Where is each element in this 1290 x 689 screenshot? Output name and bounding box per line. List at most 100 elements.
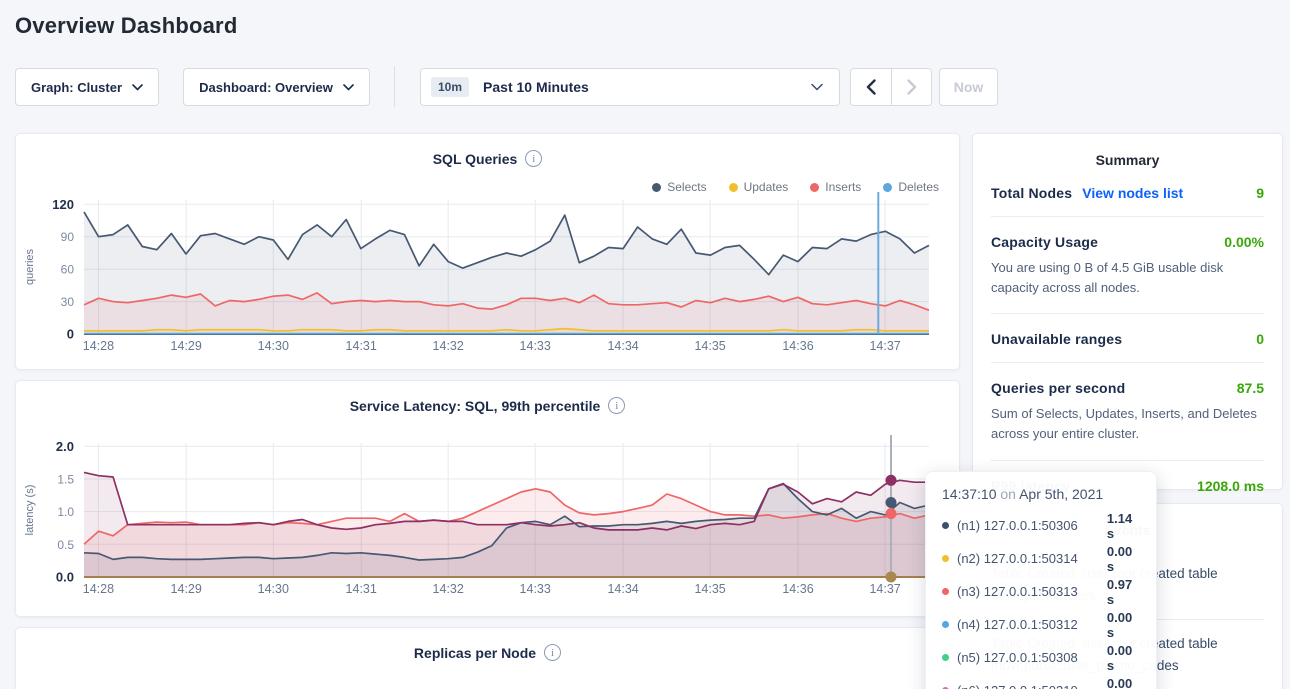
now-button[interactable]: Now [939,68,998,106]
svg-text:14:36: 14:36 [782,339,813,353]
svg-text:120: 120 [52,197,74,212]
svg-text:14:28: 14:28 [83,582,114,596]
svg-text:90: 90 [61,230,75,244]
svg-text:14:31: 14:31 [346,582,377,596]
svg-text:latency (s): latency (s) [24,485,36,536]
unavailable-ranges-label: Unavailable ranges [991,331,1123,348]
total-nodes-value: 9 [1256,185,1264,201]
node-color-dot-icon [942,654,949,661]
legend-dot-icon [883,182,893,192]
summary-row-queries-per-second: Queries per second 87.5 Sum of Selects, … [991,363,1264,461]
chevron-down-icon [343,83,354,91]
page-title: Overview Dashboard [15,13,238,38]
legend-dot-icon [810,182,820,192]
service-latency-chart-title: Service Latency: SQL, 99th percentile [349,397,601,414]
time-nav-group [850,68,932,106]
svg-text:14:29: 14:29 [171,582,202,596]
svg-text:0: 0 [67,327,74,342]
sql-queries-chart-title: SQL Queries [432,150,518,167]
svg-text:14:37: 14:37 [869,339,900,353]
svg-text:0.5: 0.5 [57,538,74,552]
dashboard-dropdown-label: Dashboard: Overview [199,79,333,95]
svg-text:0.0: 0.0 [56,570,74,585]
legend-item[interactable]: Selects [652,180,707,194]
svg-text:queries: queries [24,248,36,285]
summary-title: Summary [1095,152,1160,168]
view-nodes-list-link[interactable]: View nodes list [1082,185,1184,201]
toolbar-divider [394,66,395,107]
legend-item[interactable]: Inserts [810,180,861,194]
tooltip-node-row: (n1) 127.0.0.1:50306 1.14 s [942,509,1142,542]
svg-text:14:32: 14:32 [433,582,464,596]
summary-panel: Summary Total Nodes View nodes list 9 Ca… [972,133,1283,494]
chevron-left-icon [866,79,876,95]
queries-per-second-value: 87.5 [1236,380,1264,397]
svg-text:2.0: 2.0 [56,439,74,454]
svg-text:14:28: 14:28 [83,339,114,353]
info-icon[interactable]: i [608,397,626,414]
tooltip-node-list: (n1) 127.0.0.1:50306 1.14 s (n2) 127.0.0… [942,509,1142,689]
node-color-dot-icon [942,687,949,689]
tooltip-node-row: (n2) 127.0.0.1:50314 0.00 s [942,542,1142,575]
svg-text:14:35: 14:35 [694,582,725,596]
chart-hover-tooltip: 14:37:10 on Apr 5th, 2021 (n1) 127.0.0.1… [925,471,1157,689]
tooltip-node-row: (n4) 127.0.0.1:50312 0.00 s [942,608,1142,641]
svg-text:14:34: 14:34 [607,582,638,596]
node-color-dot-icon [942,555,949,562]
svg-text:60: 60 [61,263,75,277]
node-color-dot-icon [942,588,949,595]
svg-text:14:29: 14:29 [171,339,202,353]
svg-text:14:35: 14:35 [694,339,725,353]
chevron-down-icon [132,83,143,91]
legend-dot-icon [728,182,738,192]
sql-queries-chart-card: SQL Queries i Selects Updates Inserts [15,133,960,370]
svg-text:1.5: 1.5 [57,473,74,487]
svg-text:14:30: 14:30 [258,582,289,596]
svg-text:14:37: 14:37 [869,582,900,596]
queries-per-second-description: Sum of Selects, Updates, Inserts, and De… [991,406,1257,442]
service-latency-chart-card: Service Latency: SQL, 99th percentile i … [15,380,960,617]
svg-text:14:32: 14:32 [433,339,464,353]
dashboard-dropdown[interactable]: Dashboard: Overview [183,68,370,106]
unavailable-ranges-value: 0 [1256,331,1264,348]
p99-latency-value: 1208.0 ms [1197,477,1264,494]
legend-item[interactable]: Updates [728,180,788,194]
summary-row-unavailable-ranges: Unavailable ranges 0 [991,314,1264,364]
capacity-usage-description: You are using 0 B of 4.5 GiB usable disk… [991,260,1224,296]
time-forward-button[interactable] [891,69,931,105]
replicas-per-node-chart-card: Replicas per Node i [15,627,960,689]
summary-row-total-nodes: Total Nodes View nodes list 9 [991,168,1264,217]
time-range-selector[interactable]: 10m Past 10 Minutes [420,68,840,106]
svg-text:14:36: 14:36 [782,582,813,596]
graph-dropdown-label: Graph: Cluster [30,79,122,95]
queries-per-second-label: Queries per second [991,380,1126,397]
svg-text:14:30: 14:30 [258,339,289,353]
capacity-usage-value: 0.00% [1224,234,1264,250]
replicas-per-node-chart-title: Replicas per Node [413,644,537,661]
legend-dot-icon [652,182,662,192]
info-icon[interactable]: i [544,644,562,661]
node-color-dot-icon [942,522,949,529]
capacity-usage-label: Capacity Usage [991,234,1099,250]
svg-text:14:31: 14:31 [346,339,377,353]
tooltip-node-row: (n5) 127.0.0.1:50308 0.00 s [942,641,1142,674]
tooltip-node-row: (n6) 127.0.0.1:50310 0.00 s [942,674,1142,689]
graph-dropdown[interactable]: Graph: Cluster [15,68,159,106]
info-icon[interactable]: i [525,150,543,167]
time-range-label: Past 10 Minutes [483,79,589,95]
svg-text:14:33: 14:33 [520,582,551,596]
svg-text:1.0: 1.0 [57,505,74,519]
node-color-dot-icon [942,621,949,628]
chevron-right-icon [906,79,916,95]
service-latency-chart-plot[interactable]: 14:28 14:29 14:30 14:31 14:32 14:33 14:34 14:35… [16,433,961,608]
time-range-badge: 10m [431,77,470,97]
chevron-down-icon [811,83,823,91]
chart-legend: Selects Updates Inserts Deletes [652,180,939,194]
tooltip-node-row: (n3) 127.0.0.1:50313 0.97 s [942,575,1142,608]
legend-item[interactable]: Deletes [883,180,939,194]
time-back-button[interactable] [851,69,891,105]
total-nodes-label: Total Nodes [991,185,1073,201]
sql-queries-chart-plot[interactable]: 14:28 14:29 14:30 14:31 14:32 14:33 14:34 14:35… [16,190,961,365]
tooltip-timestamp: 14:37:10 on Apr 5th, 2021 [942,486,1104,502]
